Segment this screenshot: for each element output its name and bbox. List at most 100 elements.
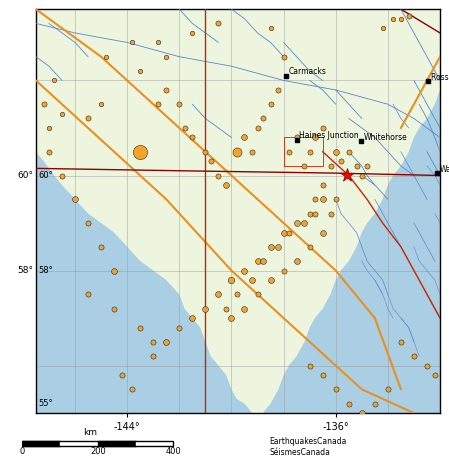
- Point: [345, 148, 352, 156]
- Point: [267, 243, 274, 251]
- Point: [181, 124, 188, 132]
- Point: [293, 257, 300, 265]
- Point: [189, 134, 196, 141]
- Point: [150, 353, 157, 360]
- Point: [327, 210, 334, 217]
- Point: [241, 267, 248, 274]
- Point: [332, 148, 339, 156]
- Point: [332, 386, 339, 393]
- Point: [228, 314, 235, 322]
- Point: [233, 148, 240, 156]
- Point: [40, 101, 47, 108]
- Point: [249, 148, 256, 156]
- Point: [163, 338, 170, 346]
- Point: [136, 148, 144, 156]
- Point: [215, 291, 222, 298]
- Point: [332, 196, 339, 203]
- Point: [202, 305, 209, 312]
- Point: [319, 229, 326, 236]
- Point: [84, 291, 92, 298]
- Point: [306, 362, 313, 369]
- Point: [405, 13, 412, 20]
- Point: [363, 162, 370, 170]
- Point: [389, 15, 396, 22]
- Point: [397, 338, 405, 346]
- Point: [431, 371, 438, 379]
- Point: [306, 148, 313, 156]
- Point: [345, 400, 352, 407]
- Bar: [22, 441, 173, 446]
- Point: [202, 148, 209, 156]
- Point: [285, 148, 292, 156]
- Point: [319, 181, 326, 189]
- Text: EarthquakesCanada
SéismesCanada: EarthquakesCanada SéismesCanada: [269, 437, 347, 457]
- Point: [58, 110, 66, 118]
- Point: [311, 196, 318, 203]
- Text: Whitehorse: Whitehorse: [363, 133, 407, 142]
- Point: [97, 243, 105, 251]
- Point: [259, 257, 266, 265]
- Point: [249, 276, 256, 284]
- Point: [176, 324, 183, 331]
- Point: [293, 219, 300, 227]
- Point: [51, 77, 58, 84]
- Point: [285, 229, 292, 236]
- Point: [293, 134, 300, 141]
- Point: [384, 386, 392, 393]
- Point: [155, 101, 162, 108]
- Point: [110, 305, 118, 312]
- Point: [163, 86, 170, 94]
- Text: 60°: 60°: [39, 171, 53, 180]
- Point: [223, 181, 230, 189]
- Point: [267, 101, 274, 108]
- Point: [45, 148, 53, 156]
- Point: [267, 24, 274, 32]
- Point: [306, 243, 313, 251]
- Point: [280, 229, 287, 236]
- Point: [228, 276, 235, 284]
- Point: [344, 171, 351, 178]
- Text: 0: 0: [20, 447, 25, 456]
- Point: [306, 210, 313, 217]
- Point: [275, 86, 282, 94]
- Point: [254, 257, 261, 265]
- Point: [155, 39, 162, 46]
- Point: [379, 24, 386, 32]
- Point: [71, 196, 79, 203]
- Text: km: km: [84, 428, 97, 437]
- Point: [233, 291, 240, 298]
- Text: 200: 200: [90, 447, 106, 456]
- Point: [319, 371, 326, 379]
- Point: [189, 314, 196, 322]
- Point: [58, 172, 66, 179]
- Point: [319, 124, 326, 132]
- Point: [353, 162, 360, 170]
- Point: [267, 276, 274, 284]
- Point: [337, 157, 344, 165]
- Point: [97, 101, 105, 108]
- Point: [207, 157, 214, 165]
- Point: [163, 53, 170, 61]
- Point: [189, 29, 196, 37]
- Point: [129, 39, 136, 46]
- Point: [176, 101, 183, 108]
- Point: [371, 400, 379, 407]
- Point: [311, 134, 318, 141]
- Point: [45, 124, 53, 132]
- Point: [254, 291, 261, 298]
- Text: 58°: 58°: [39, 266, 53, 275]
- Text: Carmacks: Carmacks: [289, 67, 327, 76]
- Point: [358, 409, 365, 417]
- Point: [259, 115, 266, 122]
- Text: Watson: Watson: [440, 165, 449, 174]
- Point: [136, 324, 144, 331]
- Point: [280, 53, 287, 61]
- Point: [215, 172, 222, 179]
- Point: [280, 267, 287, 274]
- Point: [84, 219, 92, 227]
- Point: [150, 338, 157, 346]
- Point: [215, 20, 222, 27]
- Point: [223, 305, 230, 312]
- Point: [301, 162, 308, 170]
- Point: [301, 219, 308, 227]
